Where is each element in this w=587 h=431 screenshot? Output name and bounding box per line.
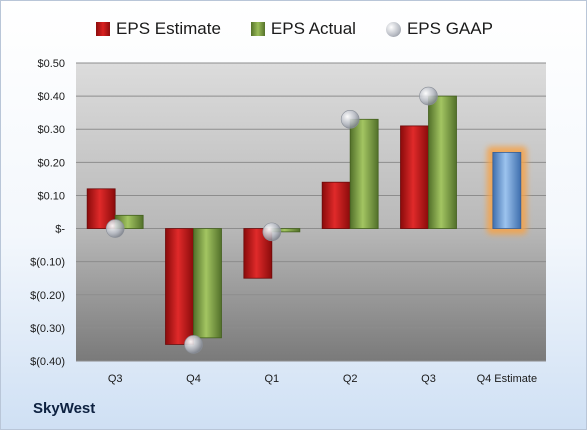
x-tick-label: Q4 Estimate [477,373,538,385]
x-tick-label: Q4 [186,373,201,385]
legend-item-estimate: EPS Estimate [96,19,221,39]
y-tick-label: $- [55,224,65,236]
company-name: SkyWest [33,400,96,417]
y-tick-label: $0.40 [37,91,65,103]
bar-eps-actual [428,95,457,229]
bar-eps-actual [349,118,379,229]
y-tick-label: $0.50 [37,58,65,70]
legend-label-actual: EPS Actual [270,19,356,38]
legend-label-gaap: EPS GAAP [406,19,493,38]
marker-eps-gaap [105,219,125,238]
legend-label-estimate: EPS Estimate [116,19,221,38]
marker-eps-gaap [419,86,438,106]
marker-eps-gaap [262,222,282,242]
y-tick-label: $0.30 [37,124,65,136]
bar-eps-estimate [165,228,194,345]
gaap-sphere-icon [385,21,401,37]
legend: EPS Estimate EPS Actual EPS GAAP [1,19,587,39]
plot-area [76,63,546,361]
bar-eps-actual [193,228,222,339]
bar-eps-estimate [400,125,429,229]
x-tick-label: Q3 [421,373,436,385]
y-tick-label: $(0.40) [30,356,65,368]
bar-eps-estimate [321,181,351,229]
bar-eps-estimate-forecast [492,151,522,229]
marker-eps-gaap [184,335,203,354]
y-tick-label: $(0.10) [30,257,65,269]
x-tick-label: Q1 [264,373,279,385]
estimate-swatch-icon [96,22,111,36]
legend-item-gaap: EPS GAAP [385,19,493,39]
y-tick-label: $(0.30) [30,323,65,335]
x-tick-label: Q3 [108,373,123,385]
actual-swatch-icon [250,22,265,36]
x-tick-label: Q2 [343,373,358,385]
y-tick-label: $0.10 [37,190,65,202]
marker-eps-gaap [340,109,360,129]
legend-item-actual: EPS Actual [250,19,356,39]
y-tick-label: $0.20 [37,157,65,169]
y-tick-label: $(0.20) [30,290,65,302]
